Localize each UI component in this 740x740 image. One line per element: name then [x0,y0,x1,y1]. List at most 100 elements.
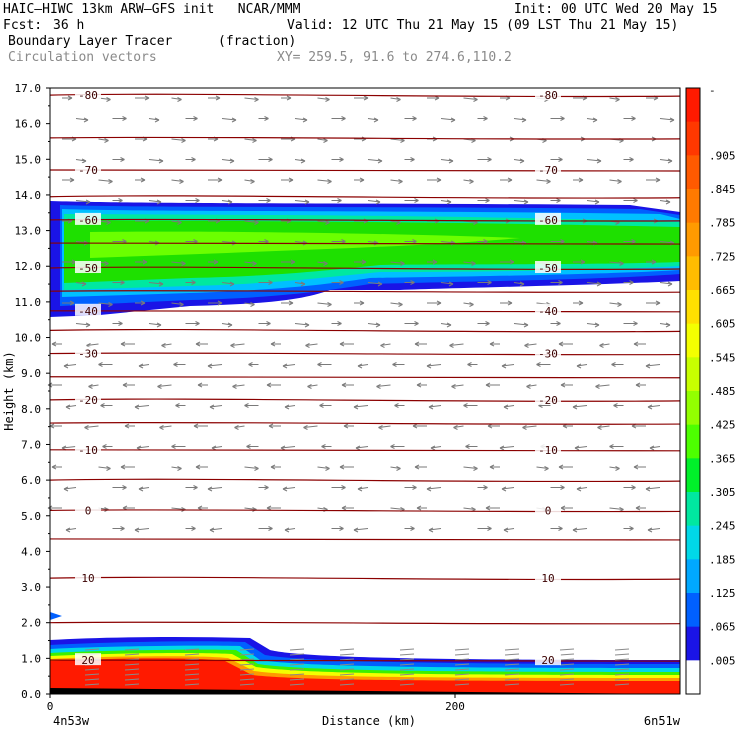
circulation-vector [171,138,186,141]
circulation-vector [184,678,200,681]
circulation-vector-head [207,486,213,492]
colorbar-swatch [686,458,700,493]
circulation-vector-head [337,198,342,203]
circulation-vector [244,97,259,100]
tracer-upper-lime [90,231,520,258]
circulation-vector [244,220,259,223]
isotherm-label: -50 [538,262,558,275]
circulation-vector [239,668,255,671]
circulation-vector-head [173,362,178,367]
circulation-vector-head [592,117,598,123]
colorbar-label: .245 [709,520,736,533]
circulation-vector-head [359,177,365,183]
circulation-vector-head [507,177,513,183]
circulation-vector-head [209,404,215,410]
circulation-vector-head [339,341,345,347]
circulation-vector [440,118,456,121]
isotherm-label-bg [75,162,101,175]
circulation-vector-head [432,259,438,265]
circulation-vector [84,678,100,681]
circulation-vector [524,343,537,346]
colorbar-swatch [686,121,700,156]
circulation-vector [440,200,452,203]
circulation-vector-head [617,179,622,184]
circulation-vector [339,678,355,681]
cross-section-coords: XY= 259.5, 91.6 to 274.6,110.2 [277,50,512,65]
circulation-vector [454,658,470,661]
isotherm-label: 0 [545,504,552,517]
circulation-vector-head [560,239,565,244]
circulation-vector [294,241,308,244]
circulation-vector-head [158,281,164,287]
circulation-vector-head [120,341,126,347]
circulation-vector-head [181,138,186,143]
circulation-vector [390,138,405,141]
circulation-vector-head [284,404,290,410]
circulation-vector-head [556,198,561,203]
circulation-vector [124,683,140,686]
circulation-vector-head [122,116,127,121]
circulation-vector-head [629,157,634,162]
y-tick-label: 2.0 [21,617,41,630]
isotherm-label: -80 [538,89,558,102]
circulation-vector-head [633,198,638,203]
circulation-vector [284,405,296,408]
circulation-vector [294,200,310,203]
colorbar-swatch [686,256,700,291]
circulation-vector-head [181,261,186,266]
circulation-vector [339,673,355,676]
circulation-vector-head [266,198,271,203]
circulation-vector [399,668,415,671]
circulation-vector-head [268,157,273,162]
circulation-vector-head [246,444,251,449]
circulation-vector [609,179,622,182]
circulation-vector [513,323,529,326]
circulation-vector-head [156,322,162,328]
circulation-vector [454,673,470,676]
circulation-vector-head [412,485,417,490]
circulation-vector [339,668,355,671]
circulation-vector [124,678,140,681]
circulation-vector [390,466,401,469]
circulation-vector [440,159,454,162]
circulation-vector-head [51,464,57,470]
circulation-vector-head [572,527,578,533]
colorbar-swatch [686,559,700,594]
circulation-vector [504,648,520,651]
circulation-vector-head [574,445,580,451]
circulation-vector-head [341,382,347,388]
colorbar-label: .485 [709,385,736,398]
isotherm-label-bg [535,303,561,316]
circulation-vector [559,668,575,671]
isotherm-line [49,136,681,140]
circulation-vector [75,159,87,162]
circulation-vector-head [158,158,164,164]
circulation-vector [357,487,369,490]
circulation-vector-head [140,300,146,306]
circulation-vector-head [252,261,257,266]
circulation-vector-head [651,259,657,265]
circulation-vector-head [560,485,565,490]
circulation-vector [339,683,355,686]
circulation-vector [317,220,330,223]
circulation-vector [159,425,172,428]
circulation-vector [367,118,379,121]
circulation-vector [98,302,113,305]
circulation-vector-head [377,158,383,164]
circulation-vector [399,648,415,651]
circulation-vector [614,673,630,676]
circulation-vector [124,668,140,671]
circulation-vector [307,384,318,387]
circulation-vector-head [633,321,638,326]
circulation-vector-head [501,363,507,369]
circulation-vector-head [396,466,401,471]
colorbar-label: .365 [709,452,736,465]
isotherm-line [49,659,681,662]
circulation-vector-head [193,423,199,429]
isotherm-label-bg [75,653,101,666]
circulation-vector [449,343,464,346]
circulation-vector-head [290,259,296,265]
y-tick-label: 6.0 [21,474,41,487]
circulation-vector [221,118,237,121]
circulation-vector-head [270,341,276,347]
